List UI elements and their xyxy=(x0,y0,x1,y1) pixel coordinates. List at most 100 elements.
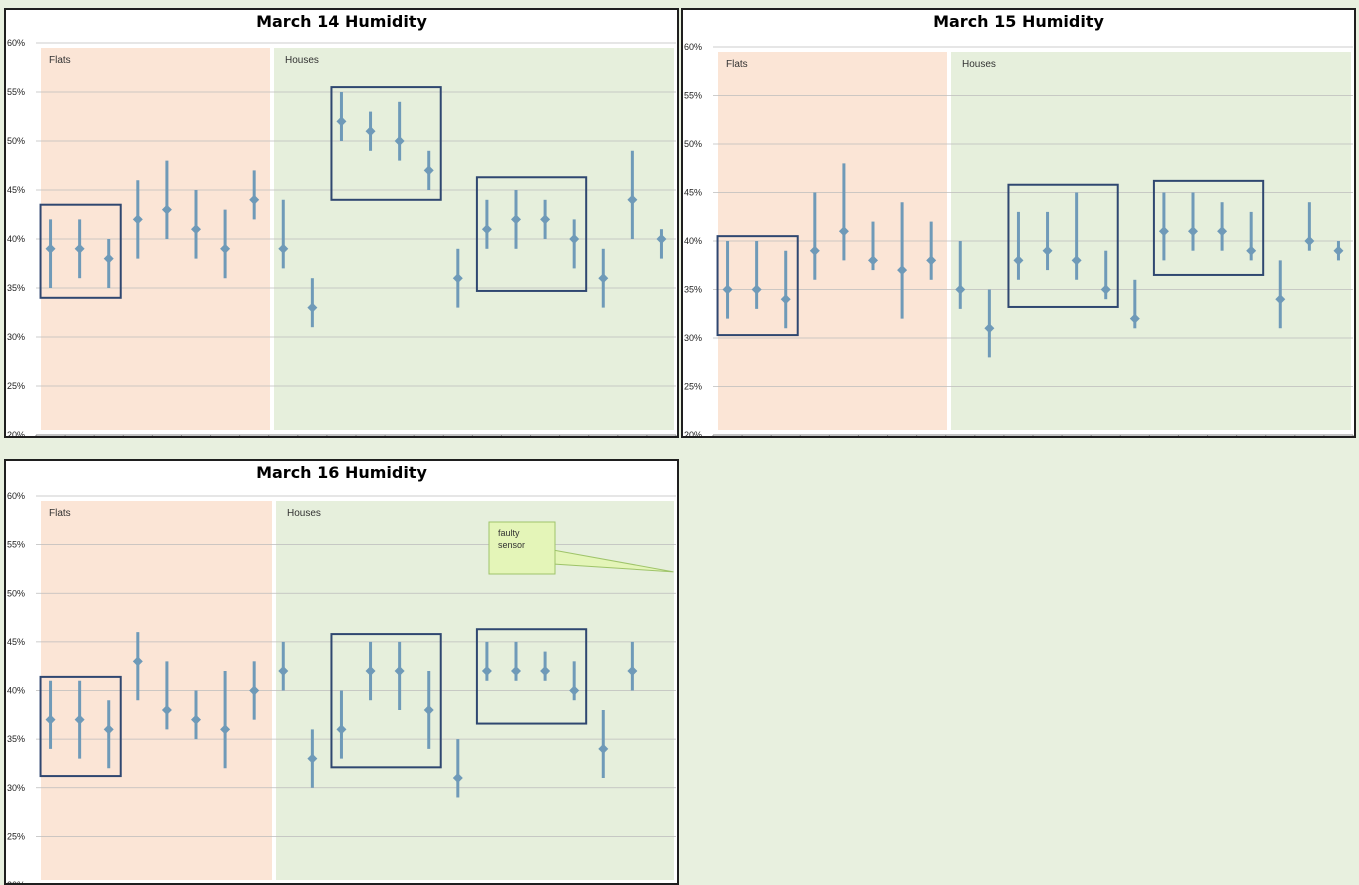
data-point xyxy=(780,294,791,305)
callout-box xyxy=(488,521,556,575)
data-point xyxy=(1304,236,1315,246)
y-tick-label: 55% xyxy=(7,87,25,97)
data-point xyxy=(481,666,492,677)
data-point xyxy=(249,685,260,696)
data-point xyxy=(627,194,638,205)
region-label-flats: Flats xyxy=(726,59,748,70)
data-point xyxy=(1071,255,1082,266)
data-point xyxy=(307,302,318,313)
data-point xyxy=(423,704,434,715)
y-tick-label: 60% xyxy=(684,42,702,52)
chart-title: March 14 Humidity xyxy=(256,12,427,31)
data-point xyxy=(1100,284,1111,295)
data-point xyxy=(751,284,762,295)
chart-title: March 16 Humidity xyxy=(256,463,427,482)
highlight-box xyxy=(39,675,122,778)
data-point xyxy=(423,165,434,176)
data-point xyxy=(45,714,56,725)
data-point xyxy=(722,284,733,295)
data-point xyxy=(1333,245,1344,256)
data-point xyxy=(540,666,551,677)
data-point xyxy=(45,243,56,254)
y-tick-label: 55% xyxy=(7,540,25,550)
data-point xyxy=(955,284,966,295)
callout-text: faulty xyxy=(498,528,520,538)
y-tick-label: 30% xyxy=(7,783,25,793)
data-point xyxy=(598,743,609,754)
data-point xyxy=(191,714,201,725)
region-label-houses: Houses xyxy=(962,59,996,70)
data-point xyxy=(336,116,347,127)
data-point xyxy=(161,704,172,715)
region-label-houses: Houses xyxy=(285,55,319,66)
data-point xyxy=(365,126,376,137)
data-point xyxy=(627,666,638,677)
y-tick-label: 35% xyxy=(7,283,25,293)
y-tick-label: 50% xyxy=(7,588,25,598)
highlight-box xyxy=(330,86,442,201)
region-label-flats: Flats xyxy=(49,55,71,66)
data-point xyxy=(809,245,820,256)
y-tick-label: 45% xyxy=(7,185,25,195)
data-point xyxy=(838,226,849,237)
data-point xyxy=(74,243,85,254)
data-point xyxy=(278,243,289,254)
data-point xyxy=(1275,294,1286,305)
data-point xyxy=(365,666,376,677)
data-point xyxy=(1129,313,1140,324)
data-point xyxy=(103,253,114,264)
data-point xyxy=(897,265,908,276)
data-point xyxy=(161,204,172,215)
y-tick-label: 35% xyxy=(7,734,25,744)
y-tick-label: 25% xyxy=(684,382,702,392)
data-point xyxy=(249,194,260,205)
data-point xyxy=(220,724,231,735)
data-point xyxy=(336,724,347,735)
data-point xyxy=(926,255,937,266)
data-point xyxy=(1013,255,1024,266)
data-point xyxy=(132,214,143,225)
data-point xyxy=(1188,226,1198,237)
data-point xyxy=(1246,245,1257,256)
y-tick-label: 45% xyxy=(684,188,702,198)
y-tick-label: 25% xyxy=(7,381,25,391)
data-point xyxy=(1158,226,1169,237)
y-tick-label: 40% xyxy=(7,234,25,244)
y-tick-label: 20% xyxy=(7,880,25,885)
highlight-box xyxy=(330,633,442,769)
data-point xyxy=(511,214,521,225)
highlight-box xyxy=(1007,183,1119,308)
y-tick-label: 55% xyxy=(684,91,702,101)
region-label-flats: Flats xyxy=(49,508,71,519)
data-point xyxy=(452,273,463,284)
callout-text: sensor xyxy=(498,540,525,550)
data-point xyxy=(74,714,85,725)
data-point xyxy=(569,234,580,244)
highlight-box xyxy=(39,203,122,299)
data-point xyxy=(598,273,609,284)
data-point xyxy=(278,666,289,677)
y-tick-label: 50% xyxy=(684,139,702,149)
y-tick-label: 20% xyxy=(7,430,25,438)
data-point xyxy=(1217,226,1228,237)
chart-panel-march-14: March 14 Humidity 20% 25% 30% 35% 40% 45% 50% 5… xyxy=(4,8,679,438)
data-point xyxy=(452,773,463,784)
data-point xyxy=(481,224,492,235)
y-tick-label: 45% xyxy=(7,637,25,647)
chart-plot-march-16: 20% 25% 30% 35% 40% 45% 50% 55% 60% Flats Houses fa… xyxy=(7,491,676,885)
data-point xyxy=(191,224,201,235)
chart-panel-march-16: March 16 Humidity 20% 25% 30% 35% 40% 45% 50% 5… xyxy=(4,459,679,885)
highlight-box xyxy=(1152,179,1265,276)
chart-panel-march-15: March 15 Humidity 20% 25% 30% 35% 40% 45% 50% 5… xyxy=(681,8,1356,438)
data-point xyxy=(220,243,231,254)
data-point xyxy=(511,666,521,677)
y-tick-label: 40% xyxy=(684,236,702,246)
highlight-box xyxy=(716,235,799,337)
y-tick-label: 30% xyxy=(7,332,25,342)
y-tick-label: 30% xyxy=(684,333,702,343)
data-point xyxy=(132,656,143,667)
y-tick-label: 50% xyxy=(7,136,25,146)
highlight-box xyxy=(475,176,588,292)
chart-title: March 15 Humidity xyxy=(933,12,1104,31)
data-point xyxy=(656,234,667,244)
